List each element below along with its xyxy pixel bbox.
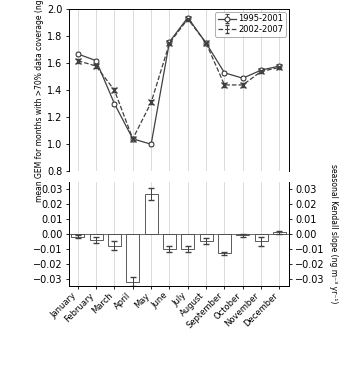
Y-axis label: mean GEM for months with >70% data coverage (ng m⁻³): mean GEM for months with >70% data cover… xyxy=(35,0,44,202)
Bar xyxy=(126,234,139,282)
Bar xyxy=(145,194,158,234)
Y-axis label: seasonal Kendall slope (ng m⁻³ yr⁻¹): seasonal Kendall slope (ng m⁻³ yr⁻¹) xyxy=(329,164,338,304)
Bar xyxy=(273,232,286,234)
Bar xyxy=(163,234,176,249)
Bar xyxy=(255,234,268,241)
Bar xyxy=(108,234,121,246)
Legend: 1995-2001, 2002-2007: 1995-2001, 2002-2007 xyxy=(215,12,286,37)
Bar xyxy=(218,234,231,253)
Bar xyxy=(90,234,102,240)
Bar xyxy=(181,234,194,249)
Bar xyxy=(200,234,213,241)
Bar xyxy=(71,234,84,237)
Bar xyxy=(237,234,249,235)
